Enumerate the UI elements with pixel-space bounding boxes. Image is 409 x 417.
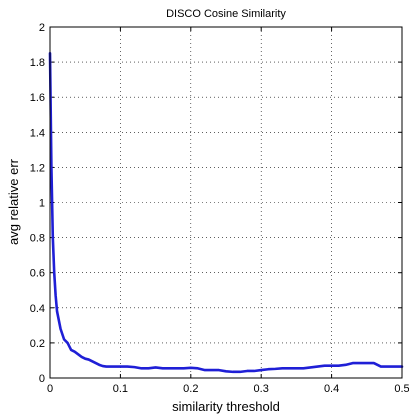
y-tick-label: 0 bbox=[39, 373, 45, 385]
y-tick-label: 0.2 bbox=[30, 338, 45, 350]
plot-frame bbox=[49, 26, 403, 379]
x-tick-label: 0.4 bbox=[324, 383, 339, 395]
y-tick-label: 1.2 bbox=[30, 162, 45, 174]
y-tick-label: 1.4 bbox=[30, 127, 45, 139]
x-tick-label: 0.1 bbox=[113, 383, 128, 395]
y-tick-label: 1.8 bbox=[30, 57, 45, 69]
x-tick-label: 0 bbox=[47, 383, 53, 395]
x-tick-label: 0.2 bbox=[183, 383, 198, 395]
y-axis-ticks: 0 0.2 0.4 0.6 0.8 1 1.2 1.4 1.6 1.8 2 bbox=[30, 22, 402, 385]
series-line-0 bbox=[48, 52, 404, 374]
x-axis-label: similarity threshold bbox=[172, 399, 280, 414]
y-tick-label: 0.8 bbox=[30, 233, 45, 245]
series-group bbox=[48, 52, 404, 374]
x-axis-ticks: 0 0.1 0.2 0.3 0.4 0.5 bbox=[47, 27, 409, 395]
x-tick-label: 0.3 bbox=[254, 383, 269, 395]
y-tick-label: 1.6 bbox=[30, 92, 45, 104]
y-tick-label: 2 bbox=[39, 22, 45, 34]
x-tick-label: 0.5 bbox=[394, 383, 409, 395]
y-tick-label: 1 bbox=[39, 198, 45, 210]
y-axis-label: avg relative err bbox=[6, 158, 21, 245]
chart-title: DISCO Cosine Similarity bbox=[166, 8, 286, 20]
y-tick-label: 0.4 bbox=[30, 303, 45, 315]
y-tick-label: 0.6 bbox=[30, 268, 45, 280]
gridlines bbox=[50, 27, 402, 378]
